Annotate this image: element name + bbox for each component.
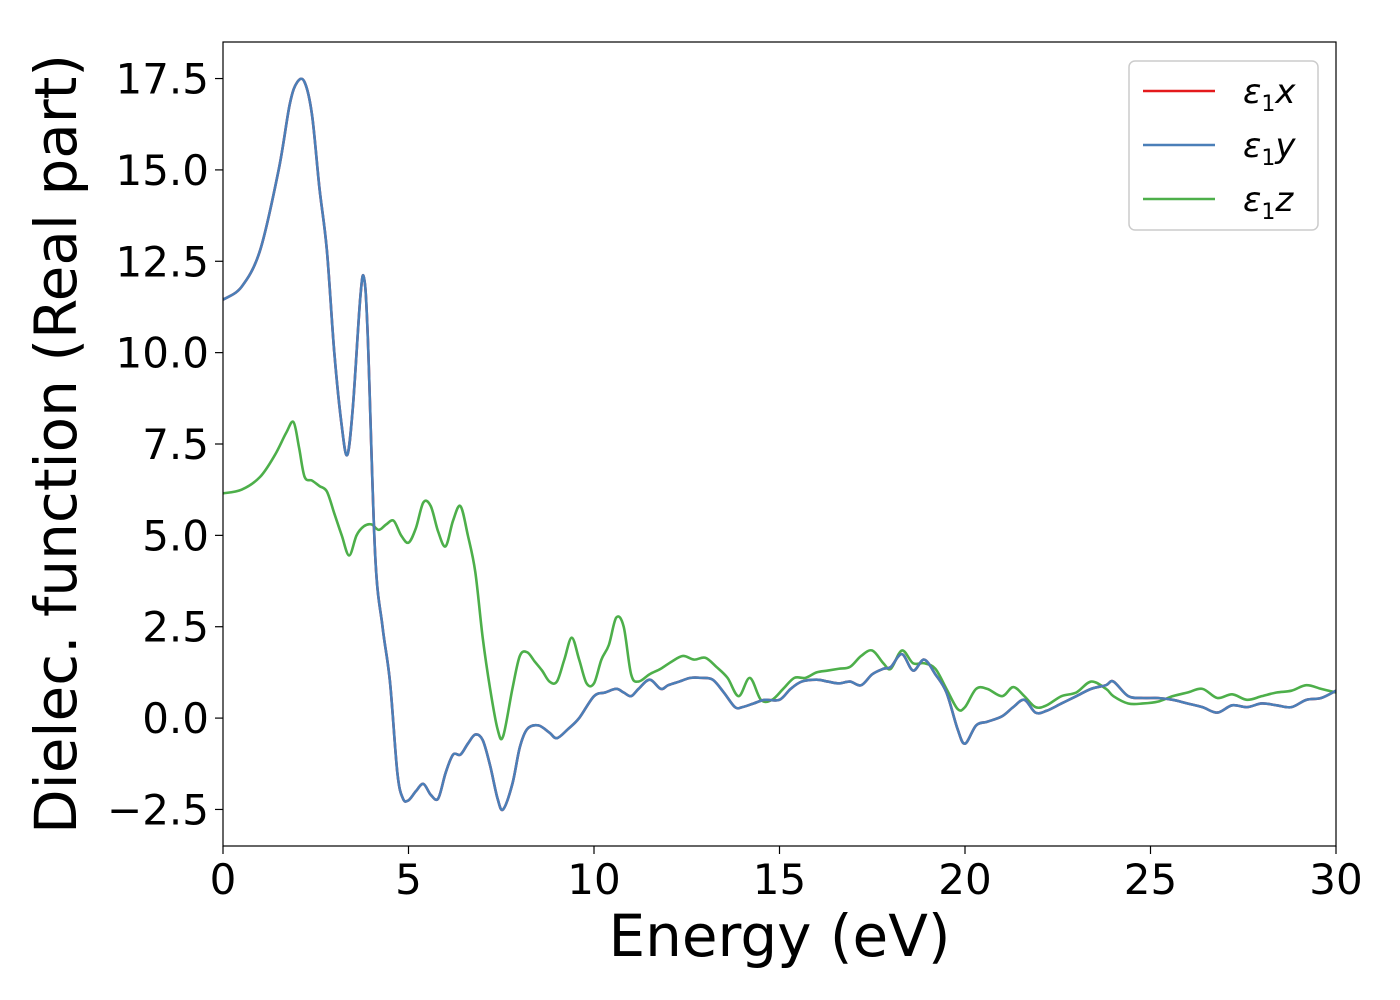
y-axis: −2.5 0.0 2.5 5.0 7.5 10.0 12.5 15.0 17.5 xyxy=(107,55,223,834)
x-tick-label: 20 xyxy=(938,855,991,904)
x-tick-label: 15 xyxy=(753,855,806,904)
y-tick-label: 15.0 xyxy=(115,146,209,195)
series-layer xyxy=(223,77,1336,812)
y-tick-label: 7.5 xyxy=(142,420,209,469)
legend-label-1: ε1y xyxy=(1243,126,1296,171)
x-axis: 0 5 10 15 20 25 30 xyxy=(210,846,1363,904)
legend-box xyxy=(1128,60,1319,231)
x-tick-label: 30 xyxy=(1309,855,1362,904)
legend-label-0: ε1x xyxy=(1243,72,1296,117)
y-tick-label: −2.5 xyxy=(107,785,209,834)
y-tick-label: 5.0 xyxy=(142,511,209,560)
legend-label-2: ε1z xyxy=(1243,180,1294,225)
x-tick-label: 0 xyxy=(210,855,237,904)
y-tick-label: 0.0 xyxy=(142,694,209,743)
y-tick-label: 12.5 xyxy=(115,237,209,286)
y-tick-label: 2.5 xyxy=(142,603,209,652)
series-line-2 xyxy=(223,420,1336,741)
y-axis-label: Dielec. function (Real part) xyxy=(22,54,90,834)
x-tick-label: 10 xyxy=(567,855,620,904)
x-tick-label: 25 xyxy=(1124,855,1177,904)
x-axis-label: Energy (eV) xyxy=(608,902,950,970)
x-tick-label: 5 xyxy=(395,855,422,904)
y-tick-label: 17.5 xyxy=(115,55,209,104)
series-line-1 xyxy=(223,77,1336,812)
legend: ε1x ε1y ε1z xyxy=(1128,60,1319,231)
y-tick-label: 10.0 xyxy=(115,329,209,378)
